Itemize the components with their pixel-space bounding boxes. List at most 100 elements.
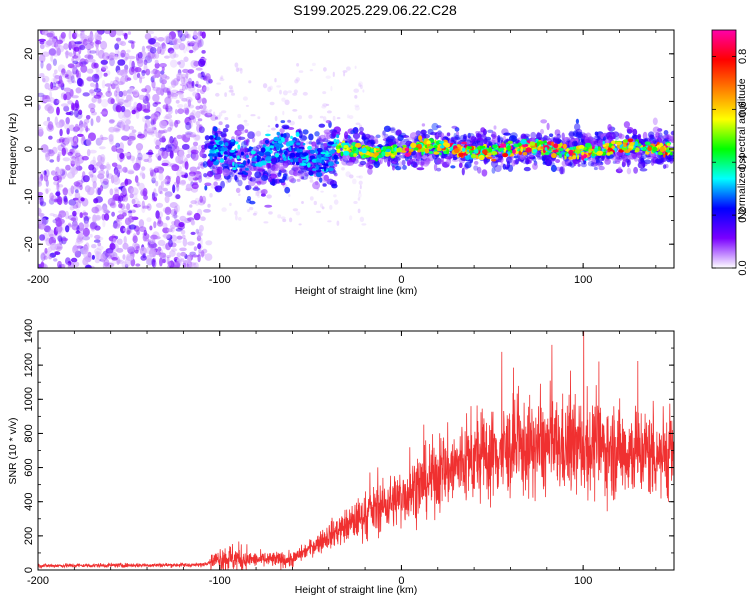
spectrogram-cell <box>178 150 185 158</box>
spectrogram-cell <box>374 136 378 143</box>
spectrogram-cell <box>144 115 151 120</box>
spectrogram-cell <box>256 190 260 197</box>
spectrogram-cell <box>170 224 176 229</box>
spectrogram-cell <box>357 192 362 198</box>
spectrogram-cell <box>207 203 211 208</box>
spectrogram-cell <box>92 156 96 165</box>
spectrogram-cell <box>147 157 153 163</box>
spectrogram-cell <box>452 136 458 142</box>
spectrogram-cell <box>498 147 505 151</box>
spectrogram-cell <box>85 115 91 120</box>
spectrogram-cell <box>129 193 134 199</box>
spectrogram-cell <box>513 159 519 165</box>
spectrogram-cell <box>303 171 310 177</box>
spectrogram-cell <box>151 258 156 267</box>
spectrogram-cell <box>43 120 51 127</box>
spectrogram-cell <box>166 88 171 94</box>
spectrogram-cell <box>182 68 190 74</box>
spectrogram-cell <box>157 155 162 161</box>
spectrogram-cell <box>154 52 160 59</box>
spectrogram-cell <box>336 139 340 145</box>
spectrogram-cell <box>144 33 152 40</box>
spectrogram-cell <box>406 136 414 141</box>
spectrogram-marks <box>38 30 674 268</box>
spectrogram-cell <box>47 106 55 114</box>
snr-xlabel: Height of straight line (km) <box>295 584 418 596</box>
spectrogram-cell <box>70 257 78 263</box>
spectrogram-cell <box>150 113 158 122</box>
spectrogram-cell <box>318 166 324 170</box>
spectrogram-cell <box>428 145 434 149</box>
spectrogram-cell <box>467 132 471 139</box>
spectrogram-cell <box>352 146 357 152</box>
spectrogram-cell <box>169 136 174 144</box>
spectrogram-cell <box>242 96 248 101</box>
spectrogram-cell <box>45 188 49 194</box>
spectrogram-cell <box>132 89 139 97</box>
spectrogram-cell <box>65 164 71 171</box>
spectrogram-cell <box>39 196 44 206</box>
spectrogram-cell <box>224 117 229 121</box>
spectrogram-cell <box>192 177 199 181</box>
spectrogram-cell <box>474 148 479 154</box>
spectrogram-cell <box>155 236 161 240</box>
spectrogram-cell <box>618 133 625 140</box>
spectrogram-cell <box>127 55 136 60</box>
spectrogram-cell <box>401 159 406 166</box>
spectrogram-cell <box>159 63 167 68</box>
y-tick-label: 200 <box>23 527 35 545</box>
spectrogram-cell <box>107 197 116 206</box>
spectrogram-cell <box>323 129 332 135</box>
spectrogram-cell <box>43 174 49 182</box>
spectrogram-cell <box>295 77 300 82</box>
spectrogram-cell <box>197 243 202 250</box>
spectrogram-cell <box>68 199 77 206</box>
spectrogram-cell <box>308 114 313 119</box>
spectrogram-cell <box>71 57 75 63</box>
spectrogram-cell <box>333 138 337 144</box>
spectrogram-cell <box>229 177 235 180</box>
spectrogram-cell <box>436 167 442 172</box>
spectrogram-cell <box>640 161 648 167</box>
spectrogram-cell <box>194 197 200 206</box>
spectrogram-cell <box>164 96 172 105</box>
spectrogram-cell <box>141 166 146 171</box>
spectrogram-cell <box>48 87 55 91</box>
spectrogram-cell <box>289 156 292 159</box>
spectrogram-cell <box>153 167 159 173</box>
spectrogram-cell <box>180 171 186 176</box>
spectrogram-cell <box>58 264 62 268</box>
spectrogram-cell <box>62 157 71 162</box>
spectrogram-cell <box>72 210 77 217</box>
spectrogram-cell <box>354 104 360 108</box>
spectrogram-cell <box>268 211 273 215</box>
spectrogram-cell <box>46 116 51 122</box>
spectrogram-cell <box>634 149 638 153</box>
spectrogram-cell <box>364 133 371 139</box>
spectrogram-cell <box>137 133 145 139</box>
spectrogram-cell <box>529 141 536 146</box>
spectrogram-cell <box>395 129 402 136</box>
spectrogram-cell <box>71 169 76 178</box>
spectrogram-cell <box>47 149 55 157</box>
spectrogram-cell <box>79 212 83 219</box>
spectrogram-cell <box>350 130 355 135</box>
spectrogram-cell <box>180 76 186 84</box>
spectrogram-cell <box>99 53 105 57</box>
spectrogram-cell <box>135 156 143 162</box>
spectrogram-cell <box>559 153 562 158</box>
spectrogram-cell <box>559 166 564 175</box>
spectrogram-cell <box>346 114 350 119</box>
spectrogram-cell <box>126 94 132 102</box>
spectrogram-cell <box>101 206 108 213</box>
spectrogram-cell <box>647 131 655 138</box>
spectrogram-cell <box>245 138 250 146</box>
spectrogram-cell <box>204 112 213 118</box>
spectrogram-cell <box>100 253 106 263</box>
spectrogram-cell <box>82 135 86 142</box>
spectrogram-cell <box>160 82 166 92</box>
spectrogram-cell <box>614 157 622 162</box>
spectrogram-cell <box>72 66 78 75</box>
spectrogram-cell <box>75 208 81 215</box>
spectrogram-cell <box>117 59 126 66</box>
